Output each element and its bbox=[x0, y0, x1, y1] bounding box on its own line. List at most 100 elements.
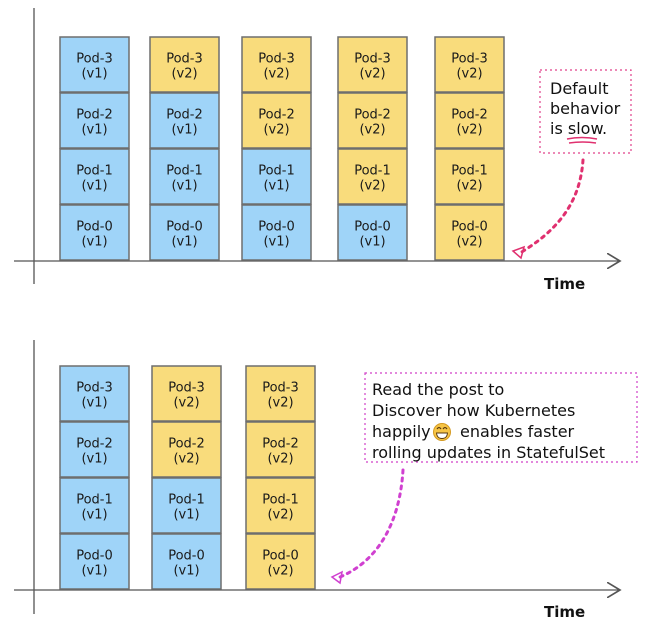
pod-version: (v1) bbox=[171, 123, 197, 138]
pod-rect bbox=[151, 477, 222, 534]
pod-name: Pod-1 bbox=[354, 164, 391, 179]
time-axis-label-1: Time bbox=[544, 275, 585, 293]
pod-version: (v1) bbox=[173, 508, 199, 523]
pod-name: Pod-2 bbox=[76, 437, 113, 452]
pod-name: Pod-2 bbox=[166, 108, 203, 123]
note-line: enables faster bbox=[460, 422, 575, 441]
pod-rect bbox=[149, 148, 220, 205]
pod-rect bbox=[149, 36, 220, 93]
note-box-1 bbox=[539, 69, 632, 154]
pod-name: Pod-0 bbox=[354, 220, 391, 235]
pod-rect bbox=[337, 204, 408, 261]
pod-columns-1: Pod-3(v1)Pod-2(v1)Pod-1(v1)Pod-0(v1)Pod-… bbox=[59, 36, 505, 261]
pod-rect bbox=[245, 477, 316, 534]
pod-name: Pod-0 bbox=[76, 220, 113, 235]
underline-mark bbox=[566, 136, 598, 140]
pod-rect bbox=[59, 92, 130, 149]
pod-box: Pod-3(v2) bbox=[241, 36, 312, 93]
pod-name: Pod-0 bbox=[76, 549, 113, 564]
note-line: Discover how Kubernetes bbox=[372, 401, 575, 420]
pod-box: Pod-1(v1) bbox=[241, 148, 312, 205]
pod-version: (v2) bbox=[359, 179, 385, 194]
pod-version: (v1) bbox=[263, 235, 289, 250]
pod-name: Pod-2 bbox=[451, 108, 488, 123]
pod-rect bbox=[337, 36, 408, 93]
pod-box: Pod-2(v2) bbox=[151, 421, 222, 478]
pod-name: Pod-2 bbox=[76, 108, 113, 123]
pod-box: Pod-3(v1) bbox=[59, 36, 130, 93]
note-read-post: Read the post to Discover how Kubernetes… bbox=[364, 372, 638, 463]
pod-version: (v2) bbox=[359, 67, 385, 82]
pod-rect bbox=[241, 92, 312, 149]
pod-version: (v1) bbox=[171, 235, 197, 250]
pod-box: Pod-2(v1) bbox=[59, 421, 130, 478]
pod-name: Pod-3 bbox=[258, 52, 295, 67]
pod-version: (v2) bbox=[267, 452, 293, 467]
pod-name: Pod-0 bbox=[258, 220, 295, 235]
pod-box: Pod-1(v1) bbox=[149, 148, 220, 205]
dotted-arrow-2 bbox=[338, 468, 405, 579]
pod-version: (v1) bbox=[81, 452, 107, 467]
pod-version: (v1) bbox=[81, 67, 107, 82]
pod-name: Pod-3 bbox=[76, 52, 113, 67]
arrowhead-2 bbox=[330, 570, 344, 585]
pod-box: Pod-1(v2) bbox=[337, 148, 408, 205]
pod-rect bbox=[241, 204, 312, 261]
pod-name: Pod-3 bbox=[262, 381, 299, 396]
pod-name: Pod-1 bbox=[76, 493, 113, 508]
pod-rect bbox=[434, 204, 505, 261]
pod-box: Pod-3(v2) bbox=[245, 365, 316, 422]
note-default-behavior: Default behavior is slow. bbox=[539, 69, 632, 154]
note-line: Read the post to bbox=[372, 380, 504, 399]
pod-rect bbox=[149, 92, 220, 149]
pod-version: (v2) bbox=[456, 123, 482, 138]
pod-version: (v1) bbox=[81, 235, 107, 250]
pod-box: Pod-0(v1) bbox=[337, 204, 408, 261]
pod-version: (v1) bbox=[359, 235, 385, 250]
note-box-2 bbox=[364, 372, 638, 463]
pod-columns-2: Pod-3(v1)Pod-2(v1)Pod-1(v1)Pod-0(v1)Pod-… bbox=[59, 365, 316, 590]
grin-emoji-icon bbox=[433, 423, 451, 441]
pod-version: (v2) bbox=[267, 564, 293, 579]
pod-name: Pod-3 bbox=[166, 52, 203, 67]
pod-name: Pod-2 bbox=[262, 437, 299, 452]
pod-version: (v2) bbox=[456, 179, 482, 194]
pod-rect bbox=[241, 36, 312, 93]
pod-version: (v2) bbox=[359, 123, 385, 138]
pod-name: Pod-2 bbox=[354, 108, 391, 123]
pod-box: Pod-2(v2) bbox=[241, 92, 312, 149]
pod-box: Pod-0(v1) bbox=[59, 533, 130, 590]
pod-rect bbox=[149, 204, 220, 261]
pod-box: Pod-1(v1) bbox=[151, 477, 222, 534]
pod-rect bbox=[59, 36, 130, 93]
pod-rect bbox=[245, 533, 316, 590]
pod-box: Pod-2(v1) bbox=[149, 92, 220, 149]
pod-name: Pod-0 bbox=[262, 549, 299, 564]
pod-box: Pod-3(v2) bbox=[434, 36, 505, 93]
note-line: rolling updates in StatefulSet bbox=[372, 443, 605, 462]
pod-rect bbox=[151, 533, 222, 590]
pod-box: Pod-3(v1) bbox=[59, 365, 130, 422]
pod-rect bbox=[434, 92, 505, 149]
pod-rect bbox=[241, 148, 312, 205]
pod-rect bbox=[337, 148, 408, 205]
pod-version: (v1) bbox=[81, 396, 107, 411]
pod-name: Pod-0 bbox=[451, 220, 488, 235]
pod-rect bbox=[245, 365, 316, 422]
pod-box: Pod-0(v1) bbox=[149, 204, 220, 261]
pod-version: (v2) bbox=[263, 67, 289, 82]
pod-version: (v1) bbox=[173, 564, 199, 579]
note-line: happily bbox=[372, 422, 431, 441]
pod-version: (v1) bbox=[81, 179, 107, 194]
pod-name: Pod-2 bbox=[168, 437, 205, 452]
pod-rect bbox=[59, 533, 130, 590]
pod-box: Pod-0(v1) bbox=[241, 204, 312, 261]
pod-rect bbox=[59, 365, 130, 422]
pod-box: Pod-0(v1) bbox=[151, 533, 222, 590]
pod-name: Pod-3 bbox=[76, 381, 113, 396]
pod-box: Pod-2(v2) bbox=[434, 92, 505, 149]
pod-box: Pod-2(v2) bbox=[337, 92, 408, 149]
pod-box: Pod-0(v1) bbox=[59, 204, 130, 261]
pod-rect bbox=[151, 365, 222, 422]
pod-name: Pod-3 bbox=[354, 52, 391, 67]
